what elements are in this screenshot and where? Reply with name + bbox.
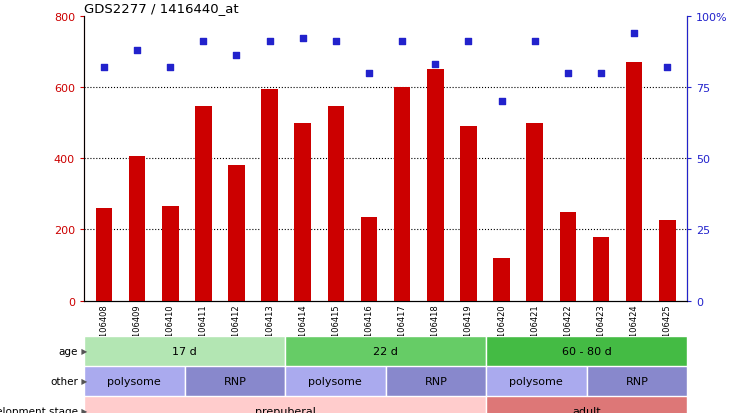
Bar — [386, 366, 486, 396]
Bar — [84, 396, 486, 413]
Text: polysome: polysome — [308, 376, 363, 386]
Point — [363, 70, 375, 77]
Bar — [129, 157, 145, 301]
Bar — [493, 259, 510, 301]
Bar — [486, 396, 687, 413]
Bar — [285, 336, 486, 366]
Bar — [327, 107, 344, 301]
Text: RNP: RNP — [626, 376, 648, 386]
Bar — [559, 212, 576, 301]
Text: adult: adult — [572, 406, 601, 413]
Bar — [162, 207, 178, 301]
Text: prepuberal: prepuberal — [254, 406, 316, 413]
Point — [628, 30, 640, 37]
Point — [132, 47, 143, 54]
Point — [197, 39, 209, 45]
Bar — [526, 123, 543, 301]
Text: polysome: polysome — [107, 376, 162, 386]
Text: 60 - 80 d: 60 - 80 d — [561, 346, 612, 356]
Point — [429, 62, 441, 68]
Text: ▶: ▶ — [79, 406, 87, 413]
Bar — [394, 88, 410, 301]
Bar — [228, 166, 245, 301]
Bar — [361, 218, 377, 301]
Bar — [460, 127, 477, 301]
Bar — [262, 90, 278, 301]
Text: 17 d: 17 d — [173, 346, 197, 356]
Bar — [195, 107, 212, 301]
Point — [496, 99, 507, 105]
Point — [396, 39, 408, 45]
Point — [264, 39, 276, 45]
Point — [562, 70, 574, 77]
Point — [330, 39, 342, 45]
Bar — [295, 123, 311, 301]
Text: ▶: ▶ — [79, 376, 87, 385]
Bar — [427, 70, 444, 301]
Bar — [659, 220, 675, 301]
Text: development stage: development stage — [0, 406, 78, 413]
Text: other: other — [50, 376, 78, 386]
Bar — [486, 366, 587, 396]
Bar — [84, 336, 285, 366]
Bar — [486, 336, 687, 366]
Point — [231, 53, 243, 59]
Bar — [184, 366, 285, 396]
Text: RNP: RNP — [425, 376, 447, 386]
Text: ▶: ▶ — [79, 347, 87, 356]
Point — [98, 64, 110, 71]
Point — [595, 70, 607, 77]
Bar — [587, 366, 687, 396]
Text: RNP: RNP — [224, 376, 246, 386]
Bar — [626, 63, 643, 301]
Bar — [285, 366, 386, 396]
Point — [662, 64, 673, 71]
Bar — [84, 366, 184, 396]
Point — [297, 36, 308, 43]
Bar — [96, 209, 113, 301]
Text: GDS2277 / 1416440_at: GDS2277 / 1416440_at — [84, 2, 239, 15]
Point — [164, 64, 176, 71]
Bar — [593, 238, 609, 301]
Text: 22 d: 22 d — [373, 346, 398, 356]
Point — [463, 39, 474, 45]
Text: age: age — [58, 346, 78, 356]
Point — [529, 39, 540, 45]
Text: polysome: polysome — [510, 376, 564, 386]
